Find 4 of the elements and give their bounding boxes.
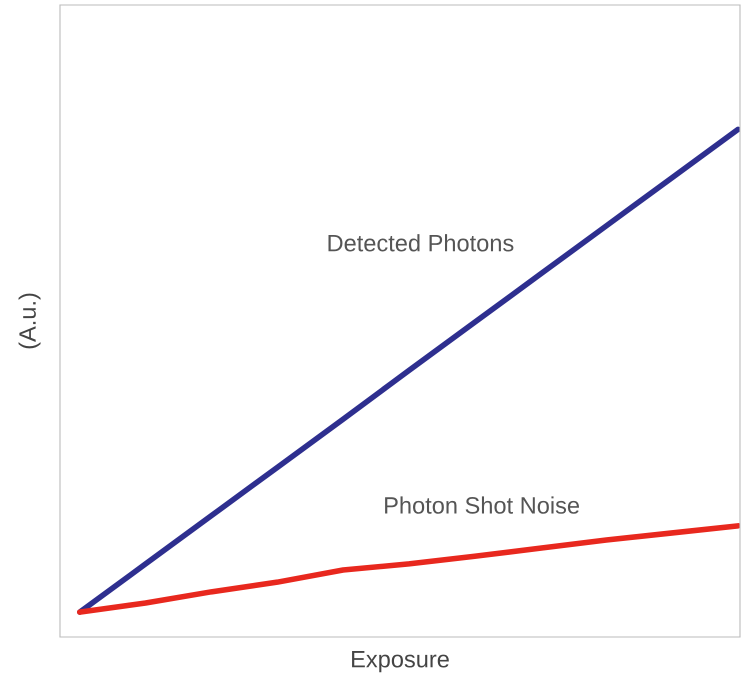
series-label: Detected Photons [328, 234, 514, 252]
y-axis-title: (A.u.) [18, 294, 41, 348]
x-axis-title: Exposure [352, 651, 449, 672]
series-label: Photon Shot Noise [385, 496, 579, 514]
